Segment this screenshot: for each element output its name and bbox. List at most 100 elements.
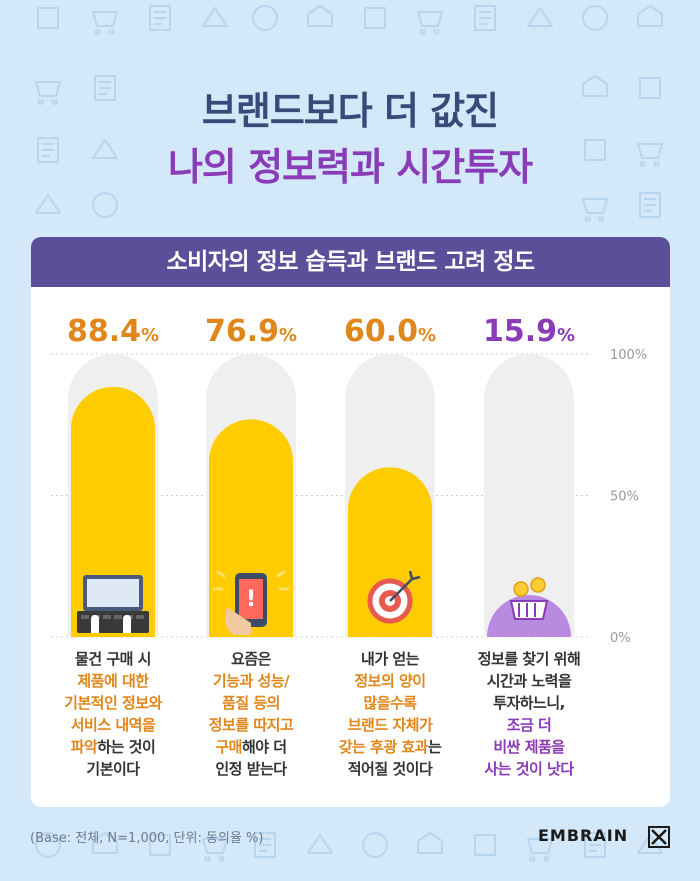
background-icon [254, 832, 276, 858]
caption-text: 정보의 양이 [354, 672, 426, 690]
caption-line: 요즘은 [181, 648, 321, 670]
page-title-line1: 브랜드보다 더 값진 [201, 89, 499, 133]
background-icon [92, 11, 118, 35]
caption-line: 물건 구매 시 [43, 648, 183, 670]
background-icon [474, 5, 496, 31]
caption-line: 비싼 제품을 [459, 736, 599, 758]
basket-coins-icon [509, 577, 549, 620]
background-icon [582, 198, 608, 222]
caption-text: 갖는 후광 효과 [338, 738, 429, 756]
caption-line: 사는 것이 낫다 [459, 758, 599, 780]
caption-text: 비싼 제품을 [493, 738, 565, 756]
caption-line: 조금 더 [459, 714, 599, 736]
caption-text: 투자하느니, [493, 694, 565, 712]
background-icon [35, 81, 61, 105]
caption-line: 정보의 양이 [320, 670, 460, 692]
background-icon [584, 139, 606, 161]
bar-value-label: 76.9% [205, 314, 297, 349]
background-icon [527, 7, 553, 27]
background-icon [417, 832, 443, 854]
bar-value-label: 15.9% [483, 314, 575, 349]
background-icon [37, 137, 59, 163]
background-icon [94, 75, 116, 101]
bar-track [484, 354, 574, 637]
target-arrow-icon [367, 570, 421, 624]
background-icon [639, 77, 661, 99]
caption-line: 브랜드 자체가 [320, 714, 460, 736]
background-icon [527, 838, 553, 862]
svg-text:!: ! [246, 587, 256, 612]
background-icon [37, 7, 59, 29]
laptop-typing-icon [77, 575, 149, 633]
caption-line: 기능과 성능/ [181, 670, 321, 692]
caption-text: 인정 받는다 [215, 760, 287, 778]
background-icon [202, 838, 228, 862]
caption-text: 해야 더 [241, 738, 287, 756]
bar-value-label: 60.0% [344, 314, 436, 349]
caption-text: 정보를 따지고 [208, 716, 294, 734]
caption-text: 정보를 찾기 위해 [477, 650, 581, 668]
brand-logo-icon [648, 826, 670, 848]
caption-text: 적어질 것이다 [347, 760, 433, 778]
background-icon [149, 5, 171, 31]
bar-value-label: 88.4% [67, 314, 159, 349]
background-icon [307, 5, 333, 27]
caption-text: 품질 등의 [222, 694, 280, 712]
caption-line: 적어질 것이다 [320, 758, 460, 780]
y-tick-label: 100% [610, 348, 647, 363]
caption-text: 구매 [215, 738, 242, 756]
caption-text: 조금 더 [506, 716, 552, 734]
caption-text: 하는 것이 [97, 738, 156, 756]
caption-line: 투자하느니, [459, 692, 599, 714]
bar [209, 419, 293, 637]
caption-text: 시간과 노력을 [486, 672, 572, 690]
caption-line: 기본적인 정보와 [43, 692, 183, 714]
background-icon [364, 7, 386, 29]
caption-text: 는 [427, 738, 442, 756]
caption-line: 내가 얻는 [320, 648, 460, 670]
background-icon [307, 834, 333, 854]
caption-line: 갖는 후광 효과는 [320, 736, 460, 758]
caption-text: 파악 [70, 738, 98, 756]
caption-line: 서비스 내역을 [43, 714, 183, 736]
caption-text: 서비스 내역을 [70, 716, 156, 734]
y-tick-label: 50% [610, 490, 639, 505]
caption-text: 많을수록 [363, 694, 417, 712]
caption-text: 내가 얻는 [361, 650, 419, 668]
page-title-line2: 나의 정보력과 시간투자 [167, 145, 533, 189]
caption-line: 정보를 찾기 위해 [459, 648, 599, 670]
background-icon [474, 834, 496, 856]
caption-text: 기능과 성능/ [212, 672, 290, 690]
bar [71, 386, 155, 637]
bar-chart: 0% 50% 100% 88.4% 76.9%! 60.0% 15.9% [51, 314, 647, 646]
caption-text: 사는 것이 낫다 [484, 760, 574, 778]
background-icon [202, 7, 228, 27]
background-icon [35, 832, 62, 858]
caption-text: 기본적인 정보와 [64, 694, 162, 712]
caption-text: 물건 구매 시 [75, 650, 151, 668]
caption-line: 구매해야 더 [181, 736, 321, 758]
chart-card: 소비자의 정보 습득과 브랜드 고려 정도 0% 50% 100% 88.4% 76.9… [31, 237, 670, 807]
caption-line: 정보를 따지고 [181, 714, 321, 736]
caption-text: 브랜드 자체가 [347, 716, 433, 734]
caption-line: 많을수록 [320, 692, 460, 714]
brand-logo-text: EMBRAIN [538, 826, 629, 845]
background-icon [362, 832, 389, 858]
background-icon [252, 5, 279, 31]
caption-text: 기본이다 [86, 760, 140, 778]
caption-line: 인정 받는다 [181, 758, 321, 780]
caption-line: 파악하는 것이 [43, 736, 183, 758]
background-icon [637, 834, 663, 854]
chart-title: 소비자의 정보 습득과 브랜드 고려 정도 [31, 237, 670, 287]
background-icon [35, 194, 61, 214]
background-icon [637, 5, 663, 27]
caption-text: 제품에 대한 [77, 672, 149, 690]
background-icon [582, 75, 608, 97]
smartphone-alert-icon: ! [213, 569, 289, 635]
background-icon [639, 192, 661, 218]
